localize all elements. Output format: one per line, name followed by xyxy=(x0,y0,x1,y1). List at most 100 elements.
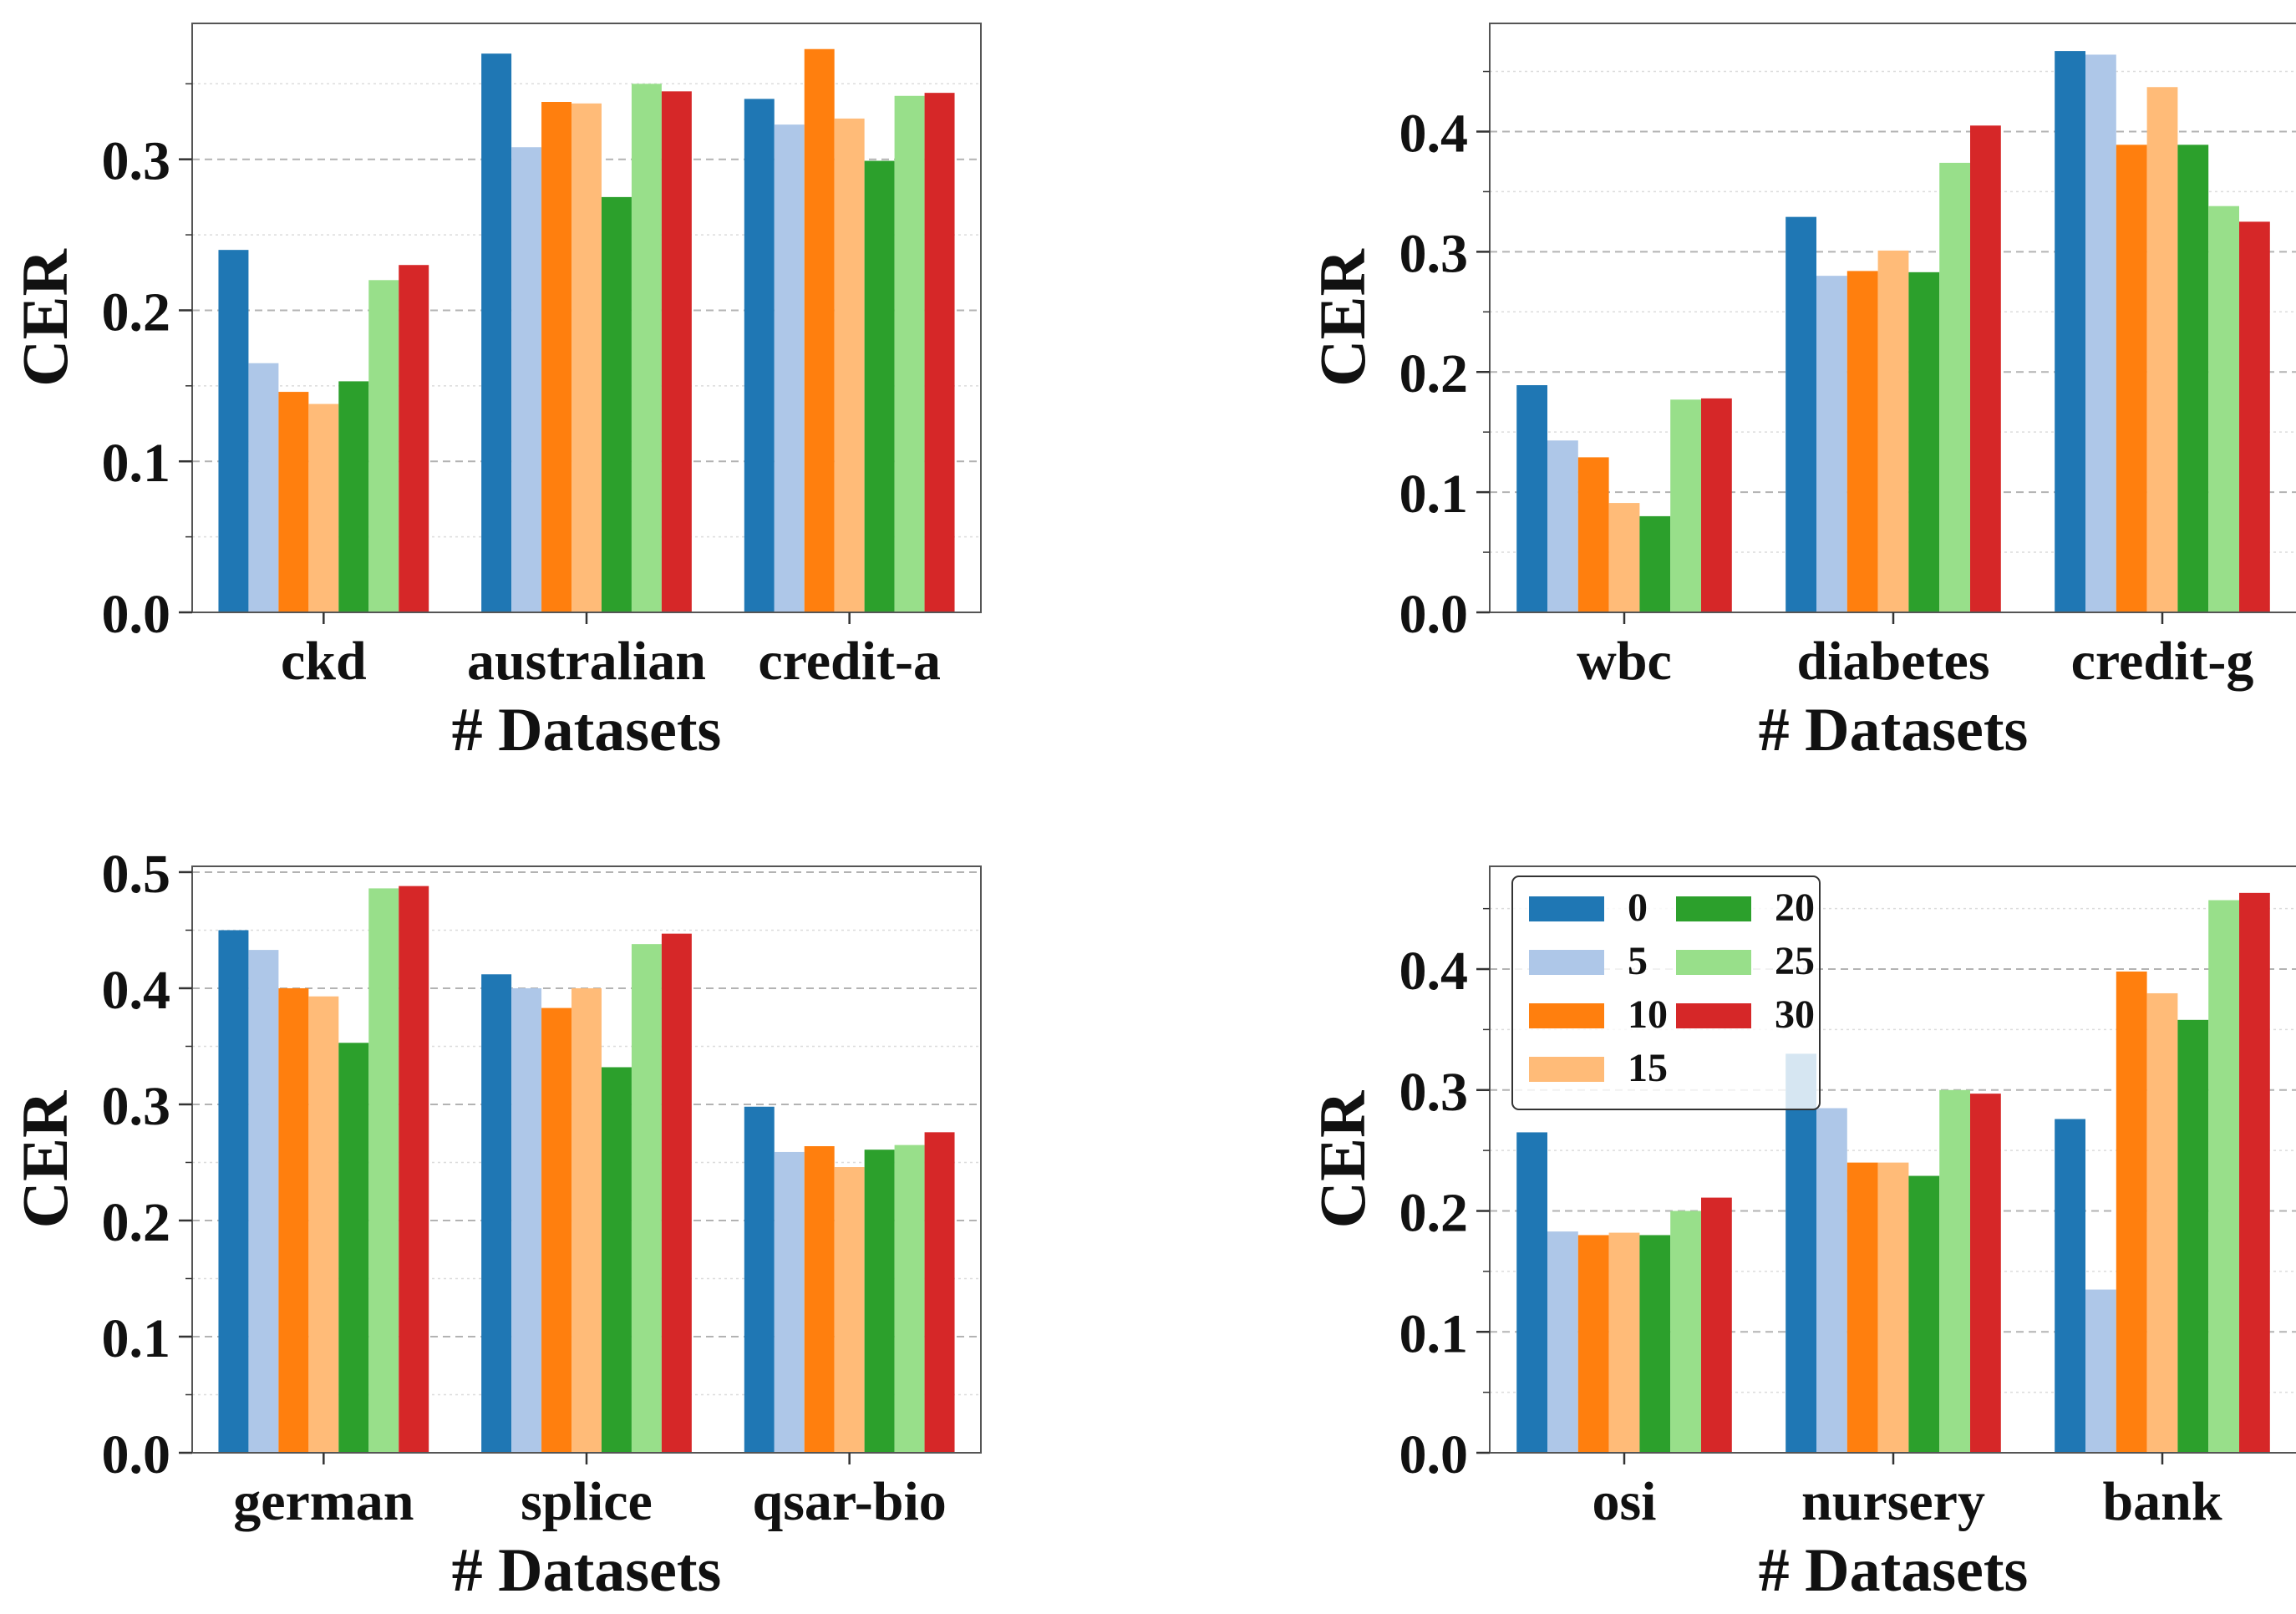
y-tick-label: 0.1 xyxy=(102,1308,171,1369)
bar-splice-25 xyxy=(631,944,662,1453)
bar-splice-30 xyxy=(661,933,692,1453)
x-tick-label: ckd xyxy=(281,631,367,692)
bars xyxy=(218,48,955,613)
bar-diabetes-25 xyxy=(1939,162,1970,613)
bar-qsar-bio-25 xyxy=(894,1145,925,1453)
bar-australian-0 xyxy=(481,53,512,612)
bar-credit-g-5 xyxy=(2085,54,2116,613)
bar-german-30 xyxy=(399,886,429,1453)
bar-qsar-bio-30 xyxy=(924,1132,955,1453)
bar-credit-g-30 xyxy=(2239,221,2270,612)
legend-label-25: 25 xyxy=(1775,939,1815,983)
legend-label-20: 20 xyxy=(1775,886,1815,930)
bar-australian-5 xyxy=(511,147,542,612)
bar-ckd-0 xyxy=(218,250,249,612)
bar-nursery-10 xyxy=(1846,1162,1878,1453)
bar-osi-10 xyxy=(1577,1235,1609,1453)
bar-ckd-25 xyxy=(368,280,399,612)
legend-swatch-10 xyxy=(1529,1003,1604,1028)
x-tick-label: qsar-bio xyxy=(753,1471,947,1532)
bar-diabetes-30 xyxy=(1970,125,2001,613)
y-tick-label: 0.4 xyxy=(102,960,171,1021)
x-tick-label: australian xyxy=(467,631,706,692)
bar-diabetes-20 xyxy=(1908,272,1940,612)
bar-diabetes-5 xyxy=(1816,276,1847,612)
bar-splice-5 xyxy=(511,987,542,1453)
bar-qsar-bio-5 xyxy=(774,1151,805,1453)
bar-ckd-20 xyxy=(338,381,369,612)
y-tick-label: 0.2 xyxy=(102,1192,171,1253)
bar-wbc-15 xyxy=(1608,503,1640,612)
x-tick-label: splice xyxy=(521,1471,653,1532)
bar-australian-10 xyxy=(541,102,572,612)
bar-german-0 xyxy=(218,930,249,1453)
bar-bank-5 xyxy=(2085,1289,2116,1453)
y-tick-label: 0.0 xyxy=(1399,584,1469,645)
chart-panel-1: 0.0 0.1 0.2 0.3 ckd australian credit-a # Datas… xyxy=(8,23,982,764)
bar-credit-a-5 xyxy=(774,124,805,613)
legend-label-30: 30 xyxy=(1775,992,1815,1037)
bar-diabetes-10 xyxy=(1846,271,1878,612)
bar-wbc-10 xyxy=(1577,457,1609,612)
bar-splice-15 xyxy=(571,987,602,1453)
bar-osi-15 xyxy=(1608,1232,1640,1453)
legend-label-0: 0 xyxy=(1628,886,1648,930)
bar-wbc-20 xyxy=(1639,515,1671,612)
y-axis-title: CER xyxy=(8,1089,81,1228)
bar-osi-5 xyxy=(1547,1231,1578,1453)
y-tick-label: 0.0 xyxy=(102,1424,171,1485)
x-axis-title: # Datasets xyxy=(1759,1536,2029,1605)
x-tick-label: diabetes xyxy=(1797,631,1990,692)
x-tick-label: nursery xyxy=(1801,1471,1985,1532)
bar-nursery-15 xyxy=(1877,1162,1909,1453)
bar-qsar-bio-15 xyxy=(834,1167,865,1453)
bar-nursery-0 xyxy=(1785,1053,1816,1453)
bar-bank-20 xyxy=(2177,1019,2209,1453)
legend-box xyxy=(1511,876,1821,1110)
bar-credit-g-25 xyxy=(2208,206,2239,612)
y-tick-label: 0.4 xyxy=(1399,103,1469,164)
y-tick-label: 0.3 xyxy=(1399,1062,1469,1123)
bar-bank-30 xyxy=(2239,892,2270,1453)
bar-ckd-5 xyxy=(248,363,279,612)
legend-swatch-15 xyxy=(1529,1057,1604,1082)
x-tick-label: german xyxy=(233,1471,414,1532)
y-tick-label: 0.2 xyxy=(1399,1183,1469,1244)
bar-splice-0 xyxy=(481,974,512,1453)
y-tick-label: 0.3 xyxy=(1399,223,1469,284)
legend-swatch-0 xyxy=(1529,896,1604,921)
bar-credit-a-20 xyxy=(864,160,895,612)
x-tick-label: wbc xyxy=(1577,631,1672,692)
chart-panel-3: 0.0 0.1 0.2 0.3 0.4 0.5 german splice qsar-bio # … xyxy=(8,844,982,1605)
bars xyxy=(1516,51,2270,613)
bar-wbc-5 xyxy=(1547,440,1578,612)
bar-credit-g-0 xyxy=(2055,51,2085,612)
y-tick-label: 0.1 xyxy=(1399,464,1469,525)
bar-ckd-30 xyxy=(399,265,429,612)
y-tick-label: 0.4 xyxy=(1399,941,1469,1002)
legend: 0 5 10 15 20 25 30 xyxy=(1511,876,1821,1110)
bar-diabetes-0 xyxy=(1785,216,1816,612)
x-axis-title: # Datasets xyxy=(452,696,722,764)
chart-panel-4: 0.0 0.1 0.2 0.3 0.4 osi nursery bank # Datasets C… xyxy=(1306,865,2296,1605)
x-tick-label: credit-g xyxy=(2071,631,2254,692)
x-tick-label: osi xyxy=(1592,1471,1656,1532)
bar-wbc-30 xyxy=(1701,398,1732,612)
bar-german-10 xyxy=(278,987,309,1453)
legend-swatch-30 xyxy=(1676,1003,1751,1028)
bar-credit-g-15 xyxy=(2146,87,2178,612)
y-tick-label: 0.0 xyxy=(102,584,171,645)
bar-qsar-bio-20 xyxy=(864,1150,895,1453)
bar-credit-a-0 xyxy=(744,99,775,612)
bar-credit-a-15 xyxy=(834,118,865,612)
bar-nursery-5 xyxy=(1816,1108,1847,1453)
y-tick-label: 0.5 xyxy=(102,844,171,905)
legend-label-15: 15 xyxy=(1628,1046,1668,1090)
bar-bank-0 xyxy=(2055,1119,2085,1453)
legend-label-5: 5 xyxy=(1628,939,1648,983)
bar-credit-g-20 xyxy=(2177,145,2209,612)
y-tick-label: 0.1 xyxy=(102,433,171,494)
bar-credit-a-10 xyxy=(804,48,835,612)
legend-swatch-5 xyxy=(1529,950,1604,975)
